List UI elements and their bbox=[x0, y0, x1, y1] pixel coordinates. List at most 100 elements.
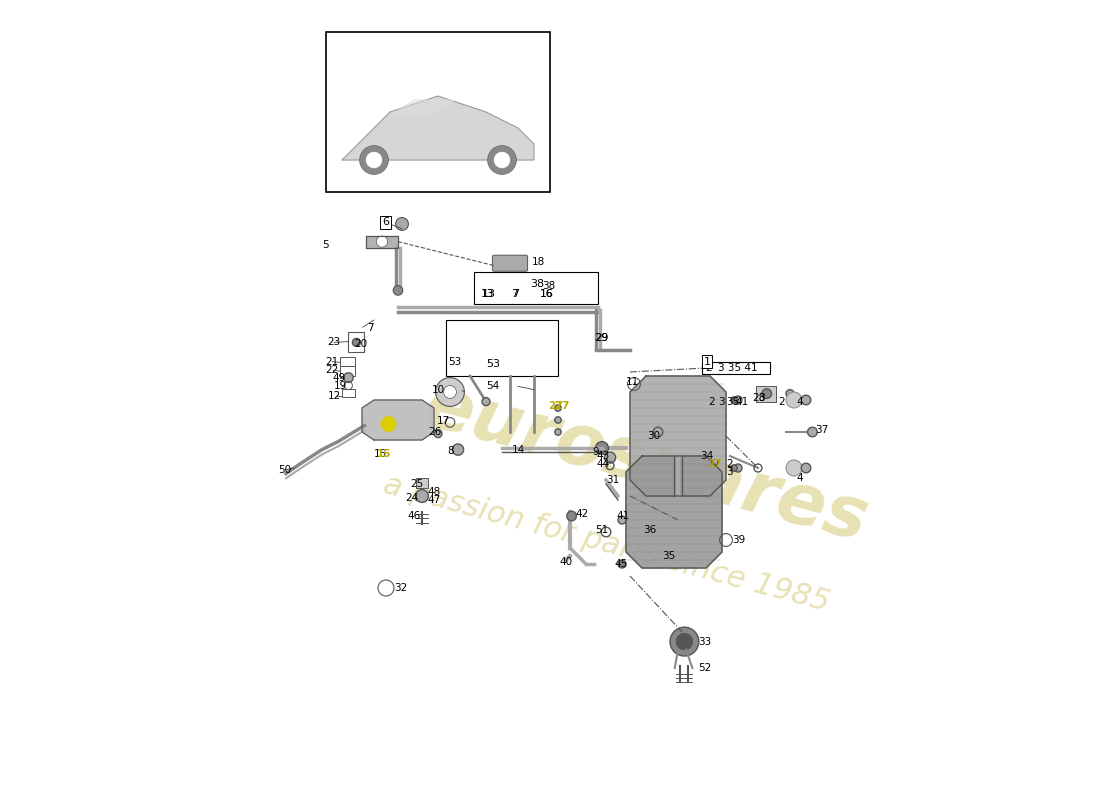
Text: 2: 2 bbox=[705, 363, 712, 373]
Text: 2: 2 bbox=[726, 459, 733, 469]
Text: 52: 52 bbox=[698, 663, 712, 673]
Text: 27: 27 bbox=[549, 402, 563, 411]
Text: 27: 27 bbox=[707, 459, 722, 469]
Text: 14: 14 bbox=[512, 445, 525, 454]
Text: 39: 39 bbox=[733, 535, 746, 545]
Circle shape bbox=[360, 146, 388, 174]
Text: 29: 29 bbox=[595, 334, 608, 343]
Text: 26: 26 bbox=[428, 427, 441, 437]
Bar bbox=[757, 386, 777, 402]
Text: 13: 13 bbox=[481, 290, 495, 299]
Text: 8: 8 bbox=[448, 446, 454, 456]
Text: 41: 41 bbox=[616, 511, 629, 521]
Text: 47: 47 bbox=[428, 495, 441, 505]
Circle shape bbox=[443, 386, 456, 398]
Bar bbox=[702, 362, 770, 374]
Bar bbox=[342, 389, 355, 397]
Text: 2: 2 bbox=[778, 397, 784, 406]
Text: a passion for parts since 1985: a passion for parts since 1985 bbox=[379, 470, 833, 618]
Text: 4: 4 bbox=[796, 473, 803, 482]
Text: 16: 16 bbox=[540, 290, 553, 299]
Circle shape bbox=[807, 427, 817, 437]
Circle shape bbox=[801, 395, 811, 405]
Text: 15: 15 bbox=[376, 449, 390, 458]
Text: 44: 44 bbox=[596, 459, 609, 469]
Text: 27: 27 bbox=[707, 459, 721, 469]
Circle shape bbox=[801, 463, 811, 473]
Text: 18: 18 bbox=[531, 258, 544, 267]
Text: 34: 34 bbox=[701, 451, 714, 461]
Polygon shape bbox=[362, 400, 435, 440]
Text: 23: 23 bbox=[328, 338, 341, 347]
Text: 28: 28 bbox=[752, 394, 766, 403]
Bar bbox=[326, 32, 550, 192]
Circle shape bbox=[734, 464, 742, 472]
Polygon shape bbox=[630, 376, 726, 496]
Circle shape bbox=[786, 460, 802, 476]
Circle shape bbox=[482, 398, 490, 406]
Text: 50: 50 bbox=[278, 465, 292, 474]
Circle shape bbox=[393, 286, 403, 295]
Text: 7: 7 bbox=[512, 290, 519, 299]
Text: 11: 11 bbox=[626, 378, 639, 387]
Text: 49: 49 bbox=[332, 374, 345, 383]
Circle shape bbox=[352, 338, 361, 346]
Text: 38: 38 bbox=[530, 279, 544, 289]
Text: 17: 17 bbox=[437, 416, 450, 426]
Text: 7: 7 bbox=[367, 323, 374, 333]
Text: 29: 29 bbox=[594, 333, 608, 342]
Circle shape bbox=[734, 396, 742, 404]
Text: 1: 1 bbox=[704, 357, 711, 366]
Circle shape bbox=[762, 389, 771, 398]
Text: 53: 53 bbox=[486, 359, 500, 369]
Circle shape bbox=[436, 378, 464, 406]
Text: 6: 6 bbox=[382, 218, 389, 227]
Text: 45: 45 bbox=[614, 559, 627, 569]
Text: 51: 51 bbox=[595, 526, 609, 535]
Text: 30: 30 bbox=[648, 431, 661, 441]
Circle shape bbox=[416, 490, 428, 502]
Text: 48: 48 bbox=[428, 487, 441, 497]
Text: 15: 15 bbox=[374, 449, 387, 458]
Text: 36: 36 bbox=[644, 526, 657, 535]
Text: 33: 33 bbox=[698, 637, 712, 646]
Text: 19: 19 bbox=[334, 382, 348, 391]
Circle shape bbox=[566, 511, 576, 521]
Text: 21: 21 bbox=[326, 357, 339, 366]
Text: 25: 25 bbox=[410, 479, 424, 489]
Bar bbox=[446, 320, 558, 376]
Circle shape bbox=[366, 152, 382, 168]
Text: 24: 24 bbox=[405, 493, 418, 502]
Circle shape bbox=[653, 427, 663, 437]
Text: 13: 13 bbox=[482, 290, 496, 299]
Text: 4: 4 bbox=[796, 397, 803, 406]
Text: 9: 9 bbox=[593, 447, 600, 457]
Circle shape bbox=[595, 442, 608, 454]
Circle shape bbox=[676, 634, 692, 650]
Text: eurospares: eurospares bbox=[417, 371, 876, 557]
Text: 40: 40 bbox=[560, 557, 573, 566]
Circle shape bbox=[554, 429, 561, 435]
Text: 3: 3 bbox=[726, 467, 733, 477]
Text: 35: 35 bbox=[662, 551, 675, 561]
Circle shape bbox=[554, 405, 561, 411]
Circle shape bbox=[554, 417, 561, 423]
Bar bbox=[340, 366, 355, 376]
Polygon shape bbox=[626, 456, 722, 568]
Circle shape bbox=[381, 416, 396, 432]
Text: 35: 35 bbox=[726, 397, 739, 406]
Text: 46: 46 bbox=[408, 511, 421, 521]
Text: 2: 2 bbox=[708, 397, 715, 406]
Polygon shape bbox=[342, 96, 534, 160]
Polygon shape bbox=[366, 236, 398, 248]
Text: 43: 43 bbox=[596, 451, 609, 461]
Circle shape bbox=[487, 146, 516, 174]
Circle shape bbox=[376, 236, 387, 247]
Circle shape bbox=[343, 373, 353, 382]
Text: 3 35 41: 3 35 41 bbox=[718, 363, 758, 373]
Circle shape bbox=[730, 397, 737, 403]
Text: 27: 27 bbox=[554, 402, 570, 411]
Text: 3: 3 bbox=[758, 394, 764, 403]
Text: 54: 54 bbox=[486, 382, 499, 391]
Circle shape bbox=[670, 627, 698, 656]
